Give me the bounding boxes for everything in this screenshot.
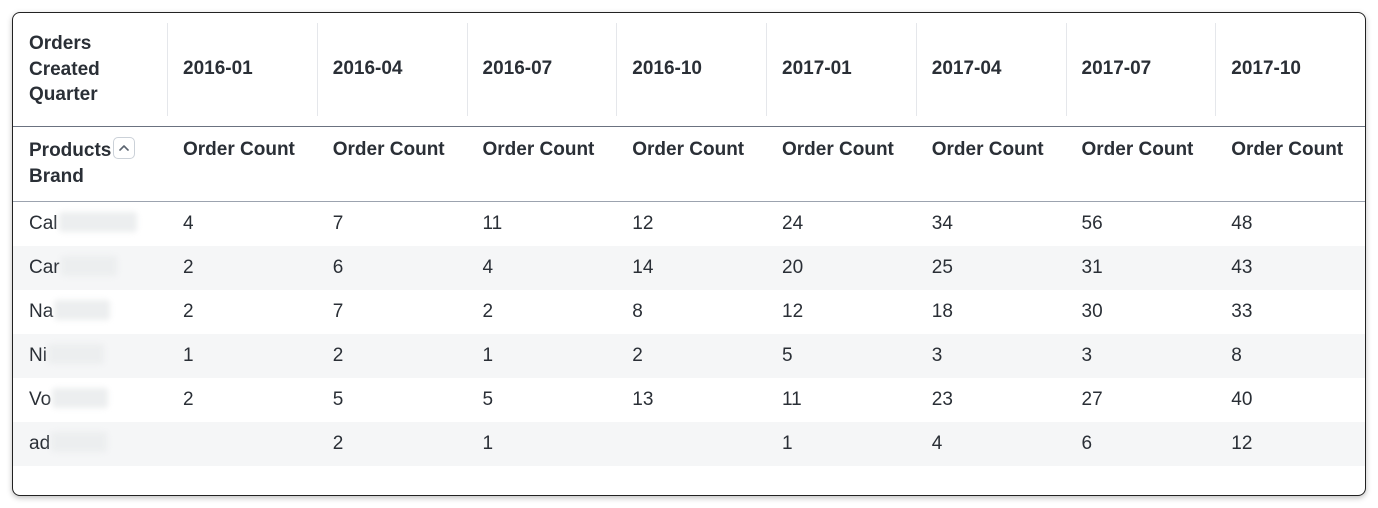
value-cell: 8 — [1215, 334, 1365, 378]
measure-header[interactable]: Order Count — [916, 126, 1066, 201]
brand-cell: Car — [13, 246, 167, 290]
value-cell: 20 — [766, 246, 916, 290]
table-row: Vo 2 5 5 13 11 23 27 40 — [13, 378, 1365, 422]
value-cell — [616, 422, 766, 466]
value-cell — [167, 422, 317, 466]
redacted-text — [59, 212, 137, 232]
sort-asc-button[interactable] — [113, 137, 135, 159]
row-dimension-label[interactable]: Products Brand — [13, 126, 167, 201]
quarter-header[interactable]: 2017-04 — [916, 13, 1066, 126]
value-cell: 2 — [317, 422, 467, 466]
quarter-header[interactable]: 2016-07 — [467, 13, 617, 126]
row-dim-line1: Products — [29, 140, 111, 161]
value-cell: 6 — [317, 246, 467, 290]
quarter-header[interactable]: 2016-01 — [167, 13, 317, 126]
value-cell: 12 — [766, 290, 916, 334]
row-dim-line2: Brand — [29, 166, 84, 187]
value-cell: 33 — [1215, 290, 1365, 334]
redacted-text — [51, 432, 107, 452]
value-cell: 5 — [766, 334, 916, 378]
measure-header[interactable]: Order Count — [1215, 126, 1365, 201]
brand-cell: Ni — [13, 334, 167, 378]
value-cell: 11 — [467, 202, 617, 246]
chevron-up-icon — [118, 142, 130, 154]
value-cell: 23 — [916, 378, 1066, 422]
quarter-header[interactable]: 2017-07 — [1066, 13, 1216, 126]
redacted-text — [61, 256, 117, 276]
value-cell: 6 — [1066, 422, 1216, 466]
value-cell: 11 — [766, 378, 916, 422]
value-cell: 14 — [616, 246, 766, 290]
value-cell: 4 — [467, 246, 617, 290]
value-cell: 24 — [766, 202, 916, 246]
measure-header[interactable]: Order Count — [1066, 126, 1216, 201]
value-cell: 5 — [317, 378, 467, 422]
value-cell: 1 — [766, 422, 916, 466]
table-row: ad 2 1 1 4 6 12 — [13, 422, 1365, 466]
measure-header[interactable]: Order Count — [616, 126, 766, 201]
value-cell: 56 — [1066, 202, 1216, 246]
value-cell: 2 — [167, 246, 317, 290]
value-cell: 2 — [616, 334, 766, 378]
pivot-table: Orders Created Quarter 2016-01 2016-04 2… — [13, 13, 1365, 466]
brand-cell: Na — [13, 290, 167, 334]
value-cell: 3 — [1066, 334, 1216, 378]
value-cell: 2 — [167, 290, 317, 334]
measure-header[interactable]: Order Count — [317, 126, 467, 201]
value-cell: 48 — [1215, 202, 1365, 246]
column-dimension-label: Orders Created Quarter — [13, 13, 167, 126]
value-cell: 18 — [916, 290, 1066, 334]
value-cell: 5 — [467, 378, 617, 422]
quarter-header[interactable]: 2017-10 — [1215, 13, 1365, 126]
pivot-table-card: Orders Created Quarter 2016-01 2016-04 2… — [12, 12, 1366, 496]
value-cell: 34 — [916, 202, 1066, 246]
value-cell: 31 — [1066, 246, 1216, 290]
value-cell: 3 — [916, 334, 1066, 378]
value-cell: 25 — [916, 246, 1066, 290]
quarter-header[interactable]: 2016-04 — [317, 13, 467, 126]
brand-cell: Vo — [13, 378, 167, 422]
measure-header[interactable]: Order Count — [167, 126, 317, 201]
value-cell: 2 — [167, 378, 317, 422]
value-cell: 4 — [916, 422, 1066, 466]
value-cell: 12 — [1215, 422, 1365, 466]
value-cell: 1 — [467, 422, 617, 466]
quarter-header[interactable]: 2016-10 — [616, 13, 766, 126]
value-cell: 13 — [616, 378, 766, 422]
table-row: Na 2 7 2 8 12 18 30 33 — [13, 290, 1365, 334]
table-row: Cal 4 7 11 12 24 34 56 48 — [13, 202, 1365, 246]
redacted-text — [52, 388, 108, 408]
value-cell: 1 — [167, 334, 317, 378]
value-cell: 2 — [317, 334, 467, 378]
column-dim-text: Orders Created Quarter — [29, 33, 100, 105]
value-cell: 4 — [167, 202, 317, 246]
value-cell: 7 — [317, 202, 467, 246]
measure-header[interactable]: Order Count — [766, 126, 916, 201]
value-cell: 8 — [616, 290, 766, 334]
redacted-text — [54, 300, 110, 320]
value-cell: 43 — [1215, 246, 1365, 290]
redacted-text — [48, 344, 104, 364]
value-cell: 40 — [1215, 378, 1365, 422]
table-row: Car 2 6 4 14 20 25 31 43 — [13, 246, 1365, 290]
value-cell: 30 — [1066, 290, 1216, 334]
value-cell: 12 — [616, 202, 766, 246]
value-cell: 27 — [1066, 378, 1216, 422]
brand-cell: Cal — [13, 202, 167, 246]
measure-header[interactable]: Order Count — [467, 126, 617, 201]
value-cell: 7 — [317, 290, 467, 334]
value-cell: 2 — [467, 290, 617, 334]
brand-cell: ad — [13, 422, 167, 466]
quarter-header[interactable]: 2017-01 — [766, 13, 916, 126]
table-row: Ni 1 2 1 2 5 3 3 8 — [13, 334, 1365, 378]
value-cell: 1 — [467, 334, 617, 378]
pivot-table-body: Cal 4 7 11 12 24 34 56 48 Car 2 6 4 14 2… — [13, 202, 1365, 466]
